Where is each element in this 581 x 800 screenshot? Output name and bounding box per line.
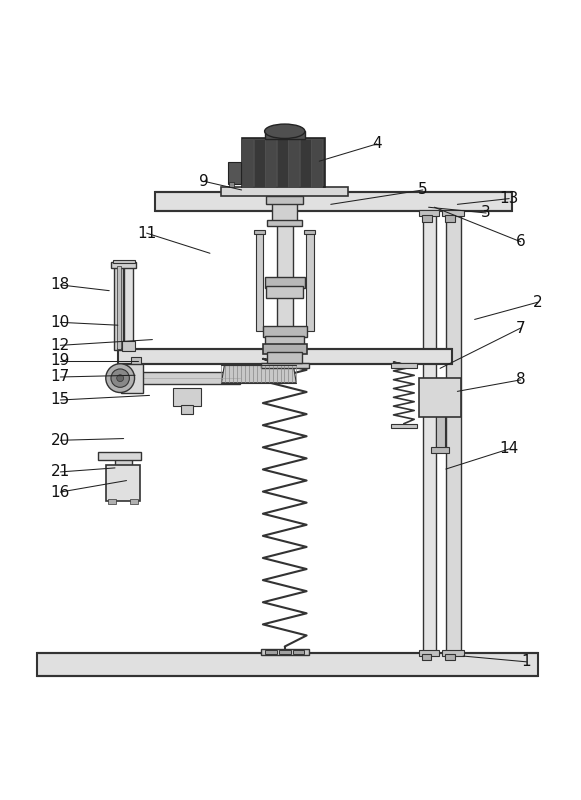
Bar (131, 357, 141, 370)
Text: 7: 7 (516, 321, 525, 335)
Bar (265, 138, 276, 186)
Text: 11: 11 (137, 226, 156, 241)
Ellipse shape (264, 124, 305, 138)
Bar (436, 414, 444, 450)
Text: 20: 20 (51, 433, 70, 448)
Bar (391, 363, 417, 368)
Bar (260, 649, 309, 655)
Text: 16: 16 (51, 485, 70, 499)
Bar (37, 653, 538, 676)
Bar (114, 266, 123, 350)
Bar (263, 344, 307, 354)
Bar (256, 233, 263, 331)
Bar (242, 138, 253, 186)
Bar (293, 650, 304, 654)
Bar (265, 650, 277, 654)
Bar (228, 162, 241, 184)
Bar (266, 196, 303, 204)
Bar (264, 131, 305, 139)
Bar (111, 262, 137, 268)
Bar (306, 233, 314, 331)
Bar (442, 210, 464, 216)
Bar (229, 182, 234, 187)
Bar (267, 352, 302, 362)
Text: 8: 8 (516, 372, 525, 387)
Bar (419, 650, 439, 656)
Text: 18: 18 (51, 278, 70, 293)
Bar (266, 286, 303, 298)
Text: 12: 12 (51, 338, 70, 353)
Bar (98, 452, 141, 461)
Text: 15: 15 (51, 393, 70, 407)
Bar (419, 378, 461, 418)
Bar (442, 650, 464, 656)
Text: 21: 21 (51, 465, 70, 479)
Text: 2: 2 (533, 294, 543, 310)
Bar (221, 187, 348, 196)
Bar (155, 192, 512, 211)
Bar (113, 259, 135, 263)
Text: 14: 14 (500, 442, 519, 457)
Bar (422, 214, 432, 222)
Text: 3: 3 (481, 206, 491, 221)
Bar (267, 221, 302, 226)
Bar (300, 138, 311, 186)
Bar (446, 206, 461, 654)
Bar (444, 214, 455, 222)
Bar (272, 194, 297, 225)
Bar (181, 405, 193, 414)
Text: 4: 4 (372, 137, 382, 151)
Bar (108, 499, 116, 503)
Circle shape (117, 374, 124, 382)
Bar (130, 499, 138, 503)
Bar (419, 210, 439, 216)
Polygon shape (221, 366, 296, 382)
Bar (124, 266, 133, 350)
Circle shape (106, 364, 135, 393)
Bar (118, 350, 451, 364)
Bar (304, 230, 315, 234)
Text: 9: 9 (199, 174, 209, 189)
Text: 5: 5 (418, 182, 428, 198)
Bar (311, 138, 322, 186)
Bar (431, 447, 449, 453)
Bar (265, 335, 304, 346)
Bar (122, 341, 135, 351)
Bar (423, 206, 436, 654)
Bar (260, 362, 309, 368)
Bar (254, 138, 264, 186)
Bar (422, 654, 431, 660)
Circle shape (111, 369, 130, 387)
Bar (117, 266, 121, 350)
Bar (242, 138, 325, 187)
Bar (288, 138, 299, 186)
Text: 6: 6 (516, 234, 526, 250)
Bar (444, 654, 455, 660)
Bar (279, 650, 290, 654)
Text: 19: 19 (51, 354, 70, 368)
Text: 10: 10 (51, 315, 70, 330)
Bar (277, 138, 288, 186)
Bar (115, 456, 132, 466)
Bar (173, 389, 201, 406)
Bar (391, 423, 417, 428)
Bar (277, 225, 293, 342)
Bar (139, 372, 240, 385)
Text: 1: 1 (522, 654, 531, 670)
Bar (254, 230, 265, 234)
Bar (106, 465, 140, 501)
Text: 17: 17 (51, 370, 70, 385)
Bar (263, 326, 307, 337)
Bar (264, 278, 305, 288)
Bar (121, 364, 142, 393)
Text: 13: 13 (500, 191, 519, 206)
